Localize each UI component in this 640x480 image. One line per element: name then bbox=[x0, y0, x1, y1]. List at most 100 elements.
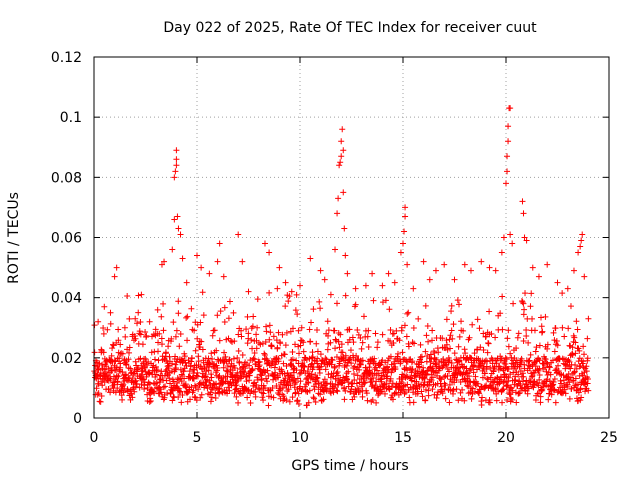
roti-point bbox=[215, 386, 222, 393]
roti-point bbox=[227, 363, 234, 370]
roti-point bbox=[131, 388, 138, 395]
x-tick-label: 5 bbox=[193, 430, 202, 446]
roti-point bbox=[256, 358, 263, 365]
roti-point bbox=[168, 335, 175, 342]
roti-point bbox=[538, 386, 545, 393]
axis-ticks: 0 5 10 15 20 25 0 0.02 0.04 0.06 0.08 0.1 0.12 bbox=[51, 50, 618, 446]
roti-point bbox=[340, 189, 347, 196]
roti-point bbox=[385, 270, 392, 277]
roti-point bbox=[291, 376, 298, 383]
roti-point bbox=[518, 298, 525, 305]
roti-point bbox=[536, 357, 543, 364]
roti-point bbox=[562, 365, 569, 372]
roti-point bbox=[408, 369, 415, 376]
roti-point bbox=[515, 390, 522, 397]
roti-point bbox=[175, 385, 182, 392]
roti-point bbox=[292, 379, 299, 386]
roti-point bbox=[352, 301, 359, 308]
roti-point bbox=[108, 367, 115, 374]
roti-point bbox=[347, 347, 354, 354]
roti-point bbox=[429, 386, 436, 393]
roti-point bbox=[121, 324, 128, 331]
roti-point bbox=[381, 390, 388, 397]
roti-point bbox=[176, 343, 183, 350]
roti-point bbox=[268, 343, 275, 350]
roti-point bbox=[170, 319, 177, 326]
roti-point bbox=[245, 330, 252, 337]
roti-point bbox=[152, 326, 159, 333]
roti-point bbox=[331, 363, 338, 370]
roti-point bbox=[324, 346, 331, 353]
roti-point bbox=[272, 369, 279, 376]
roti-point bbox=[246, 362, 253, 369]
roti-point bbox=[267, 329, 274, 336]
roti-point bbox=[139, 371, 146, 378]
roti-point bbox=[566, 395, 573, 402]
roti-point bbox=[364, 397, 371, 404]
roti-point bbox=[136, 328, 143, 335]
roti-point bbox=[342, 252, 349, 259]
roti-point bbox=[175, 310, 182, 317]
roti-point bbox=[337, 331, 344, 338]
roti-point bbox=[261, 240, 268, 247]
roti-point bbox=[322, 355, 329, 362]
roti-point bbox=[147, 398, 154, 405]
roti-point bbox=[354, 326, 361, 333]
roti-point bbox=[519, 198, 526, 205]
roti-point bbox=[245, 288, 252, 295]
roti-point bbox=[440, 363, 447, 370]
roti-point bbox=[425, 387, 432, 394]
roti-point bbox=[484, 375, 491, 382]
roti-point bbox=[183, 314, 190, 321]
roti-point bbox=[179, 255, 186, 262]
roti-point bbox=[474, 380, 481, 387]
roti-point bbox=[427, 351, 434, 358]
roti-point bbox=[114, 378, 121, 385]
roti-point bbox=[316, 298, 323, 305]
roti-point bbox=[287, 382, 294, 389]
roti-point bbox=[525, 339, 532, 346]
roti-point bbox=[146, 380, 153, 387]
roti-point bbox=[546, 364, 553, 371]
roti-point bbox=[409, 339, 416, 346]
roti-point bbox=[523, 237, 530, 244]
roti-point bbox=[398, 379, 405, 386]
roti-point bbox=[555, 368, 562, 375]
roti-point bbox=[492, 334, 499, 341]
roti-point bbox=[516, 389, 523, 396]
roti-point bbox=[126, 349, 133, 356]
roti-point bbox=[332, 345, 339, 352]
roti-point bbox=[559, 355, 566, 362]
roti-point bbox=[504, 397, 511, 404]
roti-point bbox=[585, 315, 592, 322]
roti-point bbox=[223, 367, 230, 374]
roti-point bbox=[369, 270, 376, 277]
roti-point bbox=[397, 249, 404, 256]
roti-point bbox=[354, 364, 361, 371]
roti-point bbox=[155, 348, 162, 355]
roti-point bbox=[134, 320, 141, 327]
roti-point bbox=[325, 332, 332, 339]
roti-point bbox=[349, 334, 356, 341]
roti-point bbox=[432, 267, 439, 274]
roti-point bbox=[339, 349, 346, 356]
roti-point bbox=[342, 292, 349, 299]
roti-point bbox=[138, 291, 145, 298]
roti-point bbox=[266, 249, 273, 256]
roti-point bbox=[447, 345, 454, 352]
roti-point bbox=[238, 327, 245, 334]
roti-point bbox=[500, 386, 507, 393]
roti-point bbox=[392, 366, 399, 373]
roti-point bbox=[488, 330, 495, 337]
roti-point bbox=[283, 363, 290, 370]
roti-point bbox=[538, 323, 545, 330]
roti-point bbox=[158, 313, 165, 320]
roti-point bbox=[321, 276, 328, 283]
roti-point bbox=[383, 380, 390, 387]
roti-point bbox=[279, 385, 286, 392]
roti-point bbox=[417, 341, 424, 348]
roti-point bbox=[247, 399, 254, 406]
roti-point bbox=[362, 282, 369, 289]
roti-point bbox=[542, 313, 549, 320]
roti-point bbox=[337, 159, 344, 166]
